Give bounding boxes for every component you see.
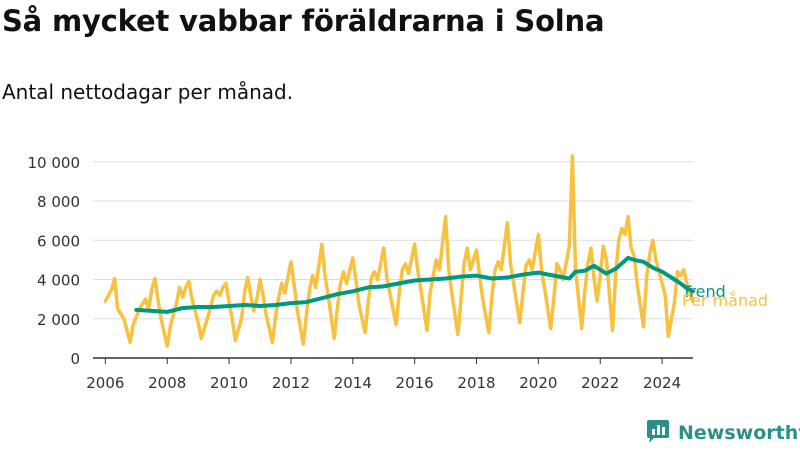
x-tick-label: 2012 [272, 374, 310, 392]
y-tick-label: 4 000 [37, 272, 80, 290]
y-tick-label: 6 000 [37, 232, 80, 250]
x-tick-label: 2016 [396, 374, 434, 392]
y-tick-label: 2 000 [37, 311, 80, 329]
x-tick-label: 2008 [148, 374, 186, 392]
x-tick-label: 2018 [457, 374, 495, 392]
newsworthy-brand[interactable]: Newsworthy [645, 420, 800, 446]
series-line-trend [134, 255, 695, 314]
x-tick-label: 2014 [334, 374, 372, 392]
series-label-per-manad: Per månad [682, 291, 768, 310]
y-axis-ticks: 0 2 000 4 000 6 000 8 000 10 000 [28, 154, 81, 368]
series-label-trend: Trend [681, 282, 726, 301]
chart-title: Så mycket vabbar föräldrarna i Solna [2, 4, 605, 38]
y-tick-label: 10 000 [28, 154, 81, 172]
x-tick-label: 2020 [519, 374, 557, 392]
x-tick-label: 2024 [643, 374, 681, 392]
series-lines [103, 154, 695, 348]
x-tick-label: 2006 [86, 374, 124, 392]
brand-name: Newsworthy [678, 422, 800, 444]
x-axis-ticks: 2006 2008 2010 2012 2014 2016 2018 2020 2022 2024 [86, 358, 681, 392]
series-line-per-manad [103, 154, 695, 348]
y-tick-label: 8 000 [37, 193, 80, 211]
y-tick-label: 0 [70, 350, 80, 368]
x-tick-label: 2022 [581, 374, 619, 392]
x-tick-label: 2010 [210, 374, 248, 392]
chart-subtitle: Antal nettodagar per månad. [2, 80, 294, 104]
newsworthy-logo-icon [645, 418, 671, 448]
